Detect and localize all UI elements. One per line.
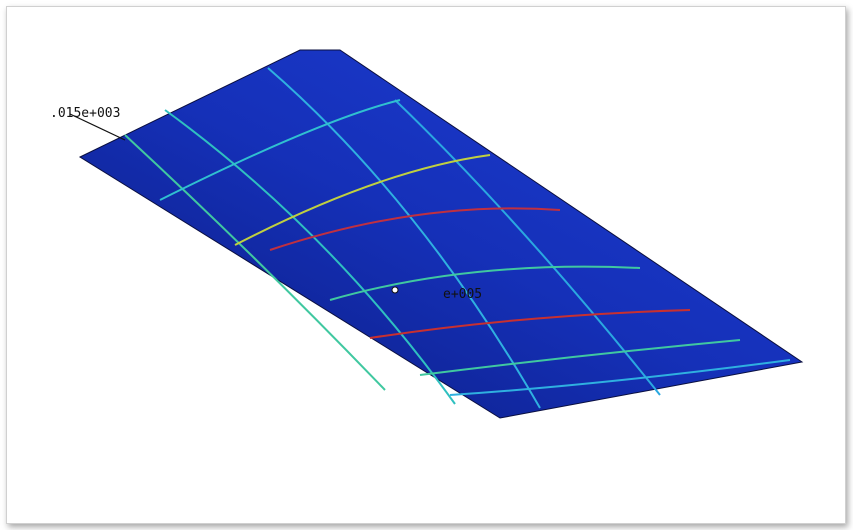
annotation-label: .015e+003	[50, 106, 120, 121]
plate-surface	[80, 50, 802, 418]
probe-point	[392, 287, 398, 293]
annotation-label: e+005	[443, 287, 482, 302]
model-view: .015e+003 e+005	[0, 0, 853, 530]
page: .015e+003 e+005 (() => { const data = JS…	[0, 0, 853, 530]
